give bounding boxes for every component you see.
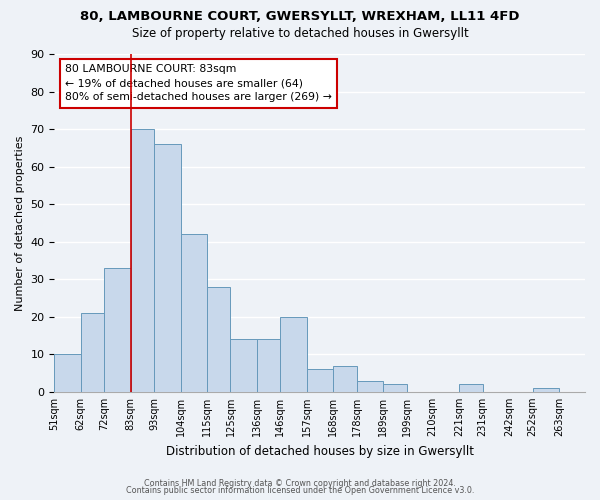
Bar [181,234,206,392]
Bar [533,388,559,392]
Bar [131,129,154,392]
Text: 80, LAMBOURNE COURT, GWERSYLLT, WREXHAM, LL11 4FD: 80, LAMBOURNE COURT, GWERSYLLT, WREXHAM,… [80,10,520,23]
Text: 80 LAMBOURNE COURT: 83sqm
← 19% of detached houses are smaller (64)
80% of semi-: 80 LAMBOURNE COURT: 83sqm ← 19% of detac… [65,64,332,102]
Bar [333,366,356,392]
Text: Contains public sector information licensed under the Open Government Licence v3: Contains public sector information licen… [126,486,474,495]
Bar [104,268,131,392]
Bar [80,313,104,392]
Y-axis label: Number of detached properties: Number of detached properties [15,135,25,310]
Bar [206,286,230,392]
Bar [383,384,407,392]
Bar [307,370,333,392]
Bar [257,340,280,392]
Bar [280,316,307,392]
X-axis label: Distribution of detached houses by size in Gwersyllt: Distribution of detached houses by size … [166,444,474,458]
Bar [459,384,482,392]
Bar [230,340,257,392]
Text: Contains HM Land Registry data © Crown copyright and database right 2024.: Contains HM Land Registry data © Crown c… [144,478,456,488]
Bar [154,144,181,392]
Text: Size of property relative to detached houses in Gwersyllt: Size of property relative to detached ho… [131,28,469,40]
Bar [55,354,80,392]
Bar [356,380,383,392]
